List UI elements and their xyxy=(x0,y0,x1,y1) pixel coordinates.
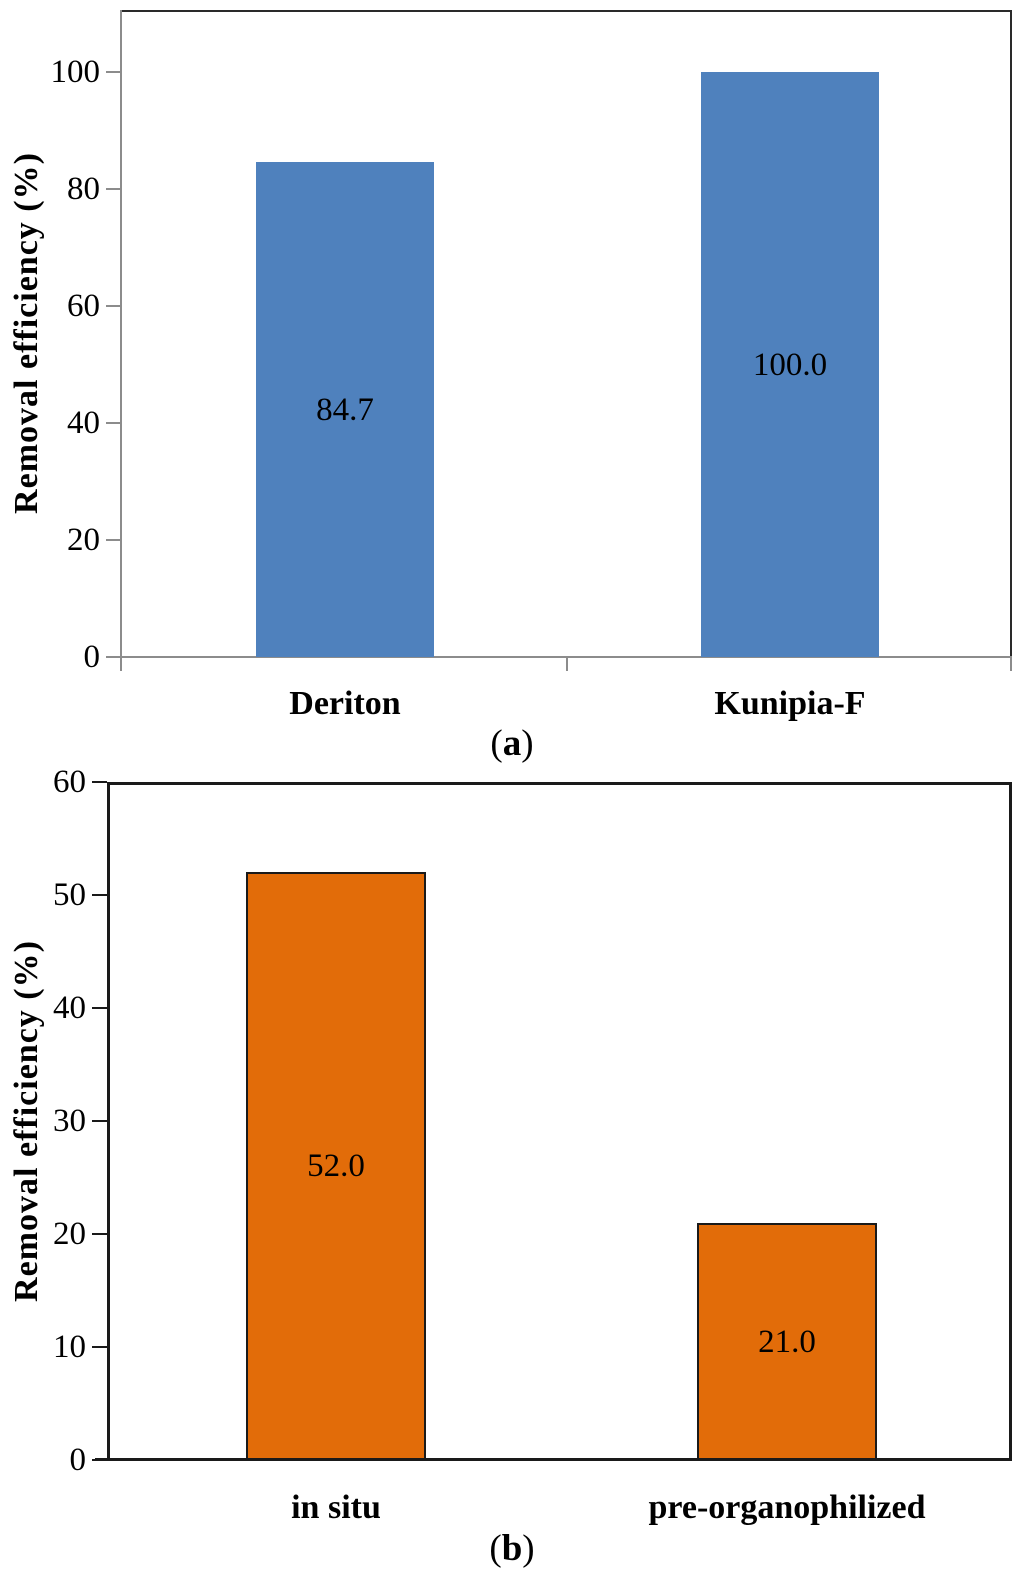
panel-caption-b: (b) xyxy=(0,1527,1024,1570)
y-tick-label: 40 xyxy=(67,405,100,441)
y-tick xyxy=(106,422,120,424)
y-tick-label: 40 xyxy=(53,990,86,1026)
x-axis-line xyxy=(108,656,1012,658)
plot-area-a xyxy=(122,10,1012,657)
caption-close-paren: ) xyxy=(522,1528,535,1569)
y-tick-label: 10 xyxy=(53,1329,86,1365)
panel-caption-a: (a) xyxy=(0,722,1024,765)
y-tick xyxy=(106,71,120,73)
y-tick xyxy=(92,1346,107,1348)
bar-value-label: 21.0 xyxy=(758,1324,816,1360)
bar-value-label: 84.7 xyxy=(316,392,374,428)
y-tick xyxy=(92,1120,107,1122)
bar-in-situ xyxy=(246,872,426,1460)
bar-pre-organophilized xyxy=(697,1223,877,1460)
y-tick-label: 20 xyxy=(53,1216,86,1252)
y-tick-label: 0 xyxy=(69,1442,87,1478)
y-tick xyxy=(92,1007,107,1009)
y-tick xyxy=(106,305,120,307)
category-label-deriton: Deriton xyxy=(289,685,401,722)
y-axis-line xyxy=(120,10,122,671)
bar-value-label: 100.0 xyxy=(752,347,828,383)
category-label-pre-organophilized: pre-organophilized xyxy=(648,1489,926,1526)
caption-open-paren: ( xyxy=(490,723,503,764)
bar-value-label: 52.0 xyxy=(307,1148,365,1184)
category-label-kunipia-f: Kunipia-F xyxy=(714,685,866,722)
caption-close-paren: ) xyxy=(521,723,534,764)
y-tick-label: 50 xyxy=(53,877,86,913)
y-tick-label: 20 xyxy=(67,522,100,558)
y-tick-label: 60 xyxy=(67,288,100,324)
y-tick xyxy=(92,894,107,896)
y-tick xyxy=(106,656,120,658)
y-tick xyxy=(106,539,120,541)
caption-letter-b: b xyxy=(501,1528,523,1569)
plot-area-b xyxy=(110,782,1012,1460)
y-tick xyxy=(92,1459,107,1461)
y-tick xyxy=(106,188,120,190)
y-tick-label: 30 xyxy=(53,1103,86,1139)
y-tick xyxy=(92,1233,107,1235)
bar-deriton xyxy=(256,162,434,657)
x-axis-line xyxy=(95,1458,1012,1461)
x-axis-right-tick xyxy=(1010,657,1012,671)
bar-kunipia-f xyxy=(701,72,879,657)
caption-open-paren: ( xyxy=(489,1528,502,1569)
x-axis-category-tick xyxy=(566,657,568,671)
y-tick xyxy=(92,781,107,783)
y-axis-line xyxy=(107,782,110,1460)
y-tick-label: 80 xyxy=(67,171,100,207)
y-tick-label: 100 xyxy=(50,54,101,90)
caption-letter-a: a xyxy=(502,723,522,764)
y-tick-label: 60 xyxy=(53,764,86,800)
category-label-in-situ: in situ xyxy=(291,1489,381,1526)
y-tick-label: 0 xyxy=(83,639,101,675)
